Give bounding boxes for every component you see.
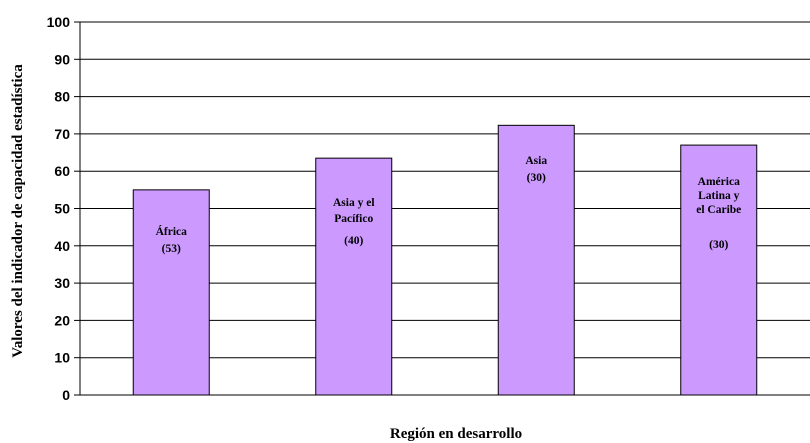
y-axis-title: Valores del indicador de capacidad estad… (10, 64, 26, 358)
y-tick-label: 50 (54, 201, 70, 217)
y-tick-label: 60 (54, 163, 70, 179)
bar-category-label: África (156, 224, 188, 238)
bar (497, 124, 575, 396)
bar (315, 157, 393, 396)
bar (132, 189, 210, 396)
bar-category-label: Asia y el (333, 197, 375, 209)
y-tick-label: 30 (54, 275, 70, 291)
y-tick-label: 70 (54, 126, 70, 142)
bar (680, 144, 758, 396)
bar-count-label: (30) (527, 172, 546, 184)
y-tick-label: 100 (47, 14, 71, 30)
bar-count-label: (53) (162, 243, 181, 255)
x-axis-title: Región en desarrollo (390, 426, 522, 442)
bar-category-label: Pacífico (334, 213, 373, 225)
y-tick-label: 10 (54, 350, 70, 366)
bars (132, 124, 758, 396)
bar-data-labels: África (53) Asia y el Pacífico (40) Asia (30) A… (156, 155, 742, 255)
bar-category-label: Latina y (698, 190, 739, 202)
y-tick-label: 40 (54, 238, 70, 254)
y-tick-label: 20 (54, 312, 70, 328)
bar-category-label: América (698, 176, 740, 188)
bar-count-label: (30) (709, 239, 728, 251)
bar-category-label: Asia (525, 155, 547, 167)
y-tick-labels: 0 10 20 30 40 50 60 70 80 90 100 (47, 14, 80, 403)
y-tick-label: 80 (54, 89, 70, 105)
bar-category-label: el Caribe (696, 204, 741, 216)
bar-count-label: (40) (344, 235, 363, 247)
y-tick-label: 90 (54, 51, 70, 67)
y-tick-label: 0 (62, 387, 70, 403)
